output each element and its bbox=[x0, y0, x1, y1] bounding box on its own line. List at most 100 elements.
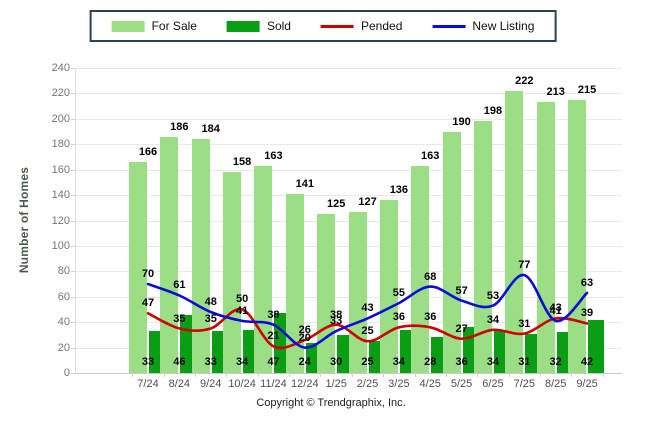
sold-value-label: 31 bbox=[518, 356, 531, 368]
y-axis-tick-label: 100 bbox=[51, 239, 70, 252]
for-sale-value-label: 186 bbox=[170, 120, 189, 133]
pended-value-label: 43 bbox=[549, 302, 562, 315]
y-axis-tick bbox=[71, 68, 75, 69]
sold-value-label: 32 bbox=[549, 356, 562, 368]
new-listing-value-label: 77 bbox=[518, 259, 531, 272]
gridline bbox=[75, 220, 622, 222]
new-listing-value-label: 68 bbox=[424, 270, 437, 283]
gridline bbox=[75, 144, 622, 146]
legend: For Sale Sold Pended New Listing bbox=[89, 10, 557, 42]
x-axis-line bbox=[75, 373, 622, 374]
gridline bbox=[75, 271, 622, 273]
legend-label-pended: Pended bbox=[360, 19, 403, 33]
for-sale-bar bbox=[536, 102, 555, 373]
y-axis-line bbox=[75, 68, 76, 373]
gridline bbox=[75, 245, 622, 247]
for-sale-value-label: 222 bbox=[515, 74, 534, 87]
y-axis-tick bbox=[71, 296, 75, 298]
x-axis-label: 4/25 bbox=[419, 378, 441, 390]
y-axis-tick-label: 220 bbox=[51, 87, 70, 100]
sold-value-label: 33 bbox=[141, 356, 155, 368]
y-axis-tick bbox=[71, 118, 75, 120]
for-sale-bar bbox=[505, 90, 524, 373]
x-axis-tick bbox=[571, 373, 573, 377]
y-axis-tick bbox=[71, 322, 75, 324]
y-axis-tick-label: 160 bbox=[51, 163, 70, 176]
x-axis-tick bbox=[383, 373, 385, 377]
pended-swatch bbox=[320, 24, 354, 28]
for-sale-bar bbox=[317, 214, 336, 373]
pended-value-label: 50 bbox=[235, 293, 249, 306]
x-axis-label: 1/25 bbox=[325, 378, 347, 390]
for-sale-bar bbox=[473, 121, 492, 373]
x-axis-tick bbox=[289, 373, 291, 377]
legend-item-new-listing: New Listing bbox=[432, 19, 534, 33]
sold-value-label: 34 bbox=[486, 356, 500, 368]
x-axis-tick bbox=[445, 373, 447, 377]
sold-value-label: 33 bbox=[204, 356, 217, 368]
x-axis-tick bbox=[539, 373, 541, 377]
gridline bbox=[75, 93, 622, 95]
sold-bar bbox=[588, 319, 605, 373]
y-axis-tick bbox=[71, 245, 75, 247]
y-axis-tick-label: 60 bbox=[57, 290, 70, 303]
for-sale-value-label: 163 bbox=[421, 149, 440, 162]
new-listing-value-label: 43 bbox=[361, 302, 374, 315]
pended-value-label: 34 bbox=[486, 313, 500, 326]
copyright-text: Copyright © Trendgraphix, Inc. bbox=[256, 397, 406, 409]
for-sale-value-label: 184 bbox=[201, 123, 220, 136]
x-axis-tick bbox=[163, 373, 165, 377]
x-axis-label: 6/25 bbox=[482, 378, 504, 390]
for-sale-bar bbox=[348, 211, 367, 373]
gridline bbox=[75, 169, 622, 171]
new-listing-value-label: 61 bbox=[173, 279, 186, 292]
legend-label-new-listing: New Listing bbox=[472, 19, 535, 33]
sold-value-label: 25 bbox=[361, 356, 374, 368]
for-sale-bar bbox=[129, 162, 147, 373]
sold-swatch bbox=[226, 20, 260, 32]
new-listing-value-label: 53 bbox=[486, 289, 500, 302]
for-sale-value-label: 213 bbox=[546, 86, 565, 99]
x-axis-tick bbox=[195, 373, 197, 377]
sold-value-label: 24 bbox=[298, 356, 311, 368]
new-listing-value-label: 41 bbox=[549, 304, 562, 317]
x-axis-label: 2/25 bbox=[356, 378, 379, 390]
new-listing-value-label: 41 bbox=[235, 304, 249, 317]
for-sale-value-label: 136 bbox=[389, 184, 409, 197]
x-axis-label: 8/24 bbox=[168, 378, 191, 390]
x-axis-label: 3/25 bbox=[388, 378, 410, 390]
new-listing-value-label: 48 bbox=[204, 296, 217, 308]
for-sale-value-label: 163 bbox=[264, 149, 283, 162]
x-axis-label: 11/24 bbox=[260, 378, 287, 390]
y-axis-tick bbox=[71, 373, 75, 374]
new-listing-value-label: 20 bbox=[298, 331, 311, 344]
new-listing-value-label: 33 bbox=[330, 315, 343, 328]
for-sale-bar bbox=[442, 131, 461, 373]
pended-value-label: 27 bbox=[455, 322, 468, 335]
y-axis-tick-label: 180 bbox=[51, 138, 70, 151]
x-axis-label: 10/24 bbox=[228, 378, 256, 390]
pended-value-label: 31 bbox=[518, 317, 531, 330]
x-axis-tick bbox=[508, 373, 510, 377]
y-axis-tick bbox=[71, 93, 75, 95]
for-sale-bar bbox=[191, 139, 210, 373]
for-sale-bar bbox=[411, 165, 430, 373]
pended-value-label: 35 bbox=[204, 312, 217, 325]
pended-value-label: 36 bbox=[392, 311, 405, 324]
x-axis-tick bbox=[477, 373, 479, 377]
x-axis-tick bbox=[602, 373, 604, 377]
sold-value-label: 34 bbox=[392, 356, 405, 368]
sold-value-label: 28 bbox=[424, 356, 437, 368]
gridline bbox=[75, 68, 622, 69]
pended-value-label: 25 bbox=[361, 325, 374, 338]
for-sale-value-label: 166 bbox=[138, 146, 158, 159]
x-axis-tick bbox=[226, 373, 228, 377]
x-axis-tick bbox=[132, 373, 134, 377]
gridline bbox=[75, 195, 622, 197]
new-listing-value-label: 55 bbox=[392, 287, 405, 300]
new-listing-value-label: 57 bbox=[455, 284, 468, 297]
y-axis-tick-label: 20 bbox=[57, 341, 70, 354]
y-axis-tick bbox=[71, 195, 75, 197]
y-axis-tick-label: 240 bbox=[51, 62, 70, 74]
